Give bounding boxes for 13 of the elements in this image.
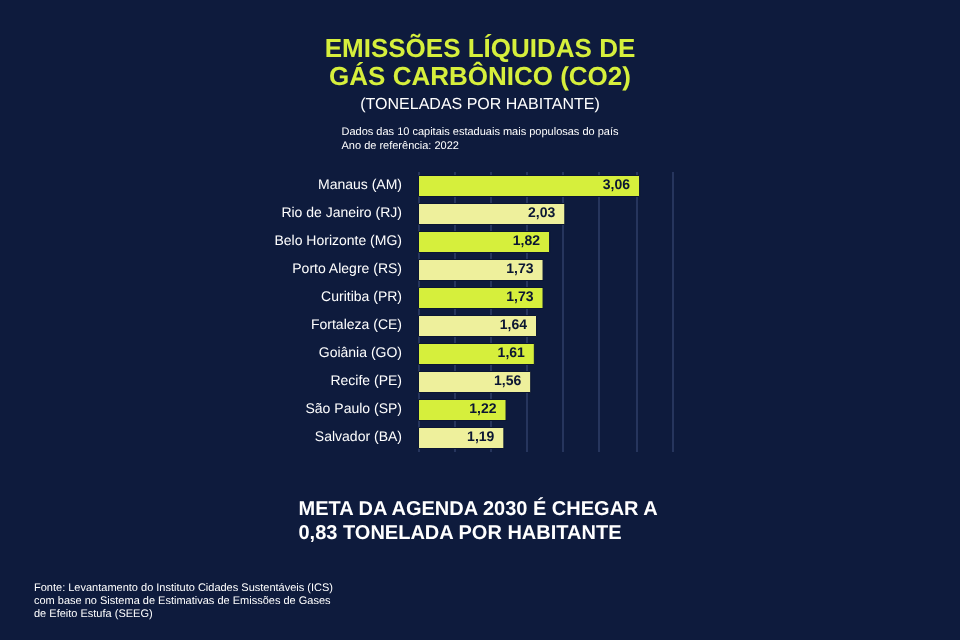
text: META DA AGENDA 2030 É CHEGAR A 0,83 TONELADA POR HABITANTE <box>298 497 658 545</box>
bar <box>418 371 532 393</box>
bar <box>418 203 566 225</box>
chart-title: EMISSÕES LÍQUIDAS DE GÁS CARBÔNICO (CO2) <box>324 33 636 91</box>
bar <box>418 343 535 365</box>
bar <box>418 231 551 253</box>
bar <box>418 399 507 421</box>
bar <box>418 287 544 309</box>
bar <box>418 427 505 449</box>
bar <box>418 315 538 337</box>
bar <box>418 175 641 197</box>
bar <box>418 259 544 281</box>
chart-subtitle: (TONELADAS POR HABITANTE) <box>360 95 601 113</box>
